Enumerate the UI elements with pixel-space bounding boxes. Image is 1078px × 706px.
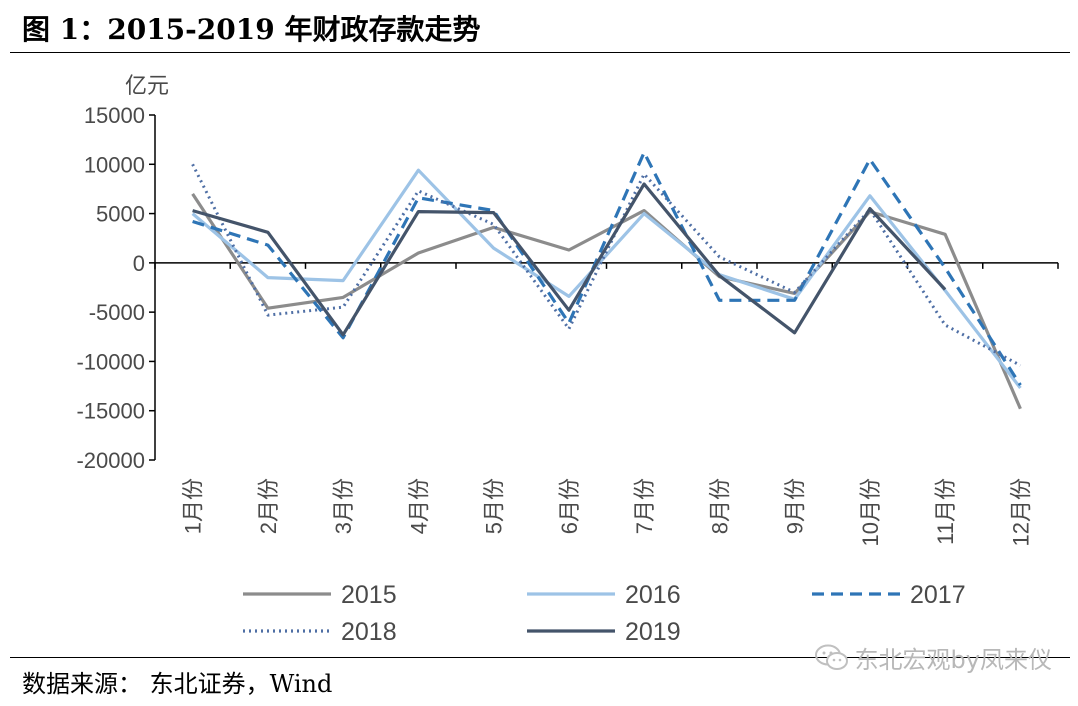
x-tick-label: 11月份 [933,478,958,545]
source-note: 数据来源： 东北证券，Wind [22,670,333,698]
x-tick-label: 9月份 [783,478,808,534]
y-tick-label: -15000 [76,399,145,424]
y-tick-label: -10000 [76,349,145,374]
watermark-text: 东北宏观by凤来仪 [854,646,1052,674]
x-tick-label: 6月份 [557,478,582,534]
x-tick-label: 4月份 [406,478,431,534]
x-ticks: 1月份 2月份 3月份 4月份 5月份 6月份 7月份 8月份 9月份 10月份 11月份 12月份 [154,262,1059,546]
y-tick-label: 5000 [96,202,145,227]
line-chart: 亿元 15000 10000 5000 0 -5000 -10000 -15000 -2000… [76,73,1059,646]
series-line-2016 [191,168,1022,389]
y-ticks: 15000 10000 5000 0 -5000 -10000 -15000 -20000 [76,103,155,473]
legend-label-2017: 2017 [910,581,966,609]
legend-label-2019: 2019 [625,618,681,646]
y-tick-label: 15000 [84,103,145,128]
bottom-rule [10,657,1070,658]
x-tick-label: 10月份 [858,478,883,546]
y-tick-label: 10000 [84,152,145,177]
legend: 2015 2016 2017 2018 2019 [243,581,966,646]
legend-label-2018: 2018 [341,618,397,646]
figure-title: 图 1：2015-2019 年财政存款走势 [22,13,481,46]
legend-label-2016: 2016 [625,581,681,609]
x-tick-label: 8月份 [707,478,732,534]
series-line-2017 [192,150,1022,386]
y-tick-label: -20000 [76,448,145,473]
series-lines [191,150,1022,410]
watermark: 东北宏观by凤来仪 [814,640,1052,675]
series-line-2019 [192,182,947,337]
x-tick-label: 12月份 [1008,478,1033,546]
x-tick-label: 3月份 [331,478,356,534]
y-tick-label: -5000 [89,300,145,325]
wechat-icon [814,644,848,670]
x-tick-label: 1月份 [181,478,206,534]
series-line-2018 [191,163,1022,367]
top-rule [10,52,1070,53]
y-tick-label: 0 [133,251,145,276]
x-tick-label: 5月份 [482,478,507,534]
x-tick-label: 2月份 [256,478,281,534]
legend-label-2015: 2015 [341,581,397,609]
y-axis-label: 亿元 [125,73,169,98]
x-tick-label: 7月份 [632,478,657,534]
series-line-2015 [191,193,1022,410]
